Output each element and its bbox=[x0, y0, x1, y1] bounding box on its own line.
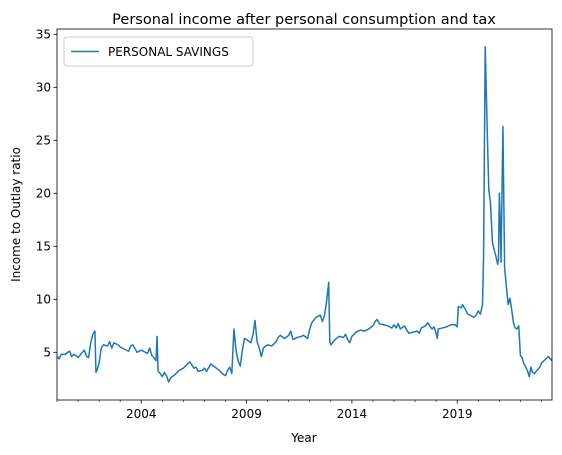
y-axis-label: Income to Outlay ratio bbox=[9, 147, 23, 282]
x-axis: 2004 2009 2014 2019 bbox=[56, 400, 542, 421]
y-axis: 5 10 15 20 25 30 35 bbox=[36, 27, 57, 359]
chart-title: Personal income after personal consumpti… bbox=[112, 12, 496, 28]
legend: PERSONAL SAVINGS bbox=[63, 36, 254, 67]
legend-label: PERSONAL SAVINGS bbox=[108, 45, 229, 59]
x-axis-label: Year bbox=[290, 431, 316, 445]
y-tick-label: 35 bbox=[36, 27, 51, 41]
x-tick-label: 2004 bbox=[126, 407, 157, 421]
y-tick-label: 20 bbox=[36, 186, 51, 200]
plot-area bbox=[56, 28, 553, 401]
plot-background bbox=[57, 29, 552, 400]
line-layer bbox=[56, 46, 553, 383]
y-tick-label: 25 bbox=[36, 133, 51, 147]
y-tick-label: 10 bbox=[36, 292, 51, 306]
y-tick-label: 5 bbox=[43, 345, 51, 359]
x-tick-label: 2014 bbox=[337, 407, 368, 421]
series-line-personal-savings bbox=[56, 46, 553, 383]
y-tick-label: 30 bbox=[36, 80, 51, 94]
legend-box bbox=[63, 36, 254, 67]
axes-frame bbox=[56, 28, 553, 401]
x-tick-label: 2019 bbox=[442, 407, 473, 421]
y-tick-label: 15 bbox=[36, 239, 51, 253]
x-tick-label: 2009 bbox=[231, 407, 262, 421]
